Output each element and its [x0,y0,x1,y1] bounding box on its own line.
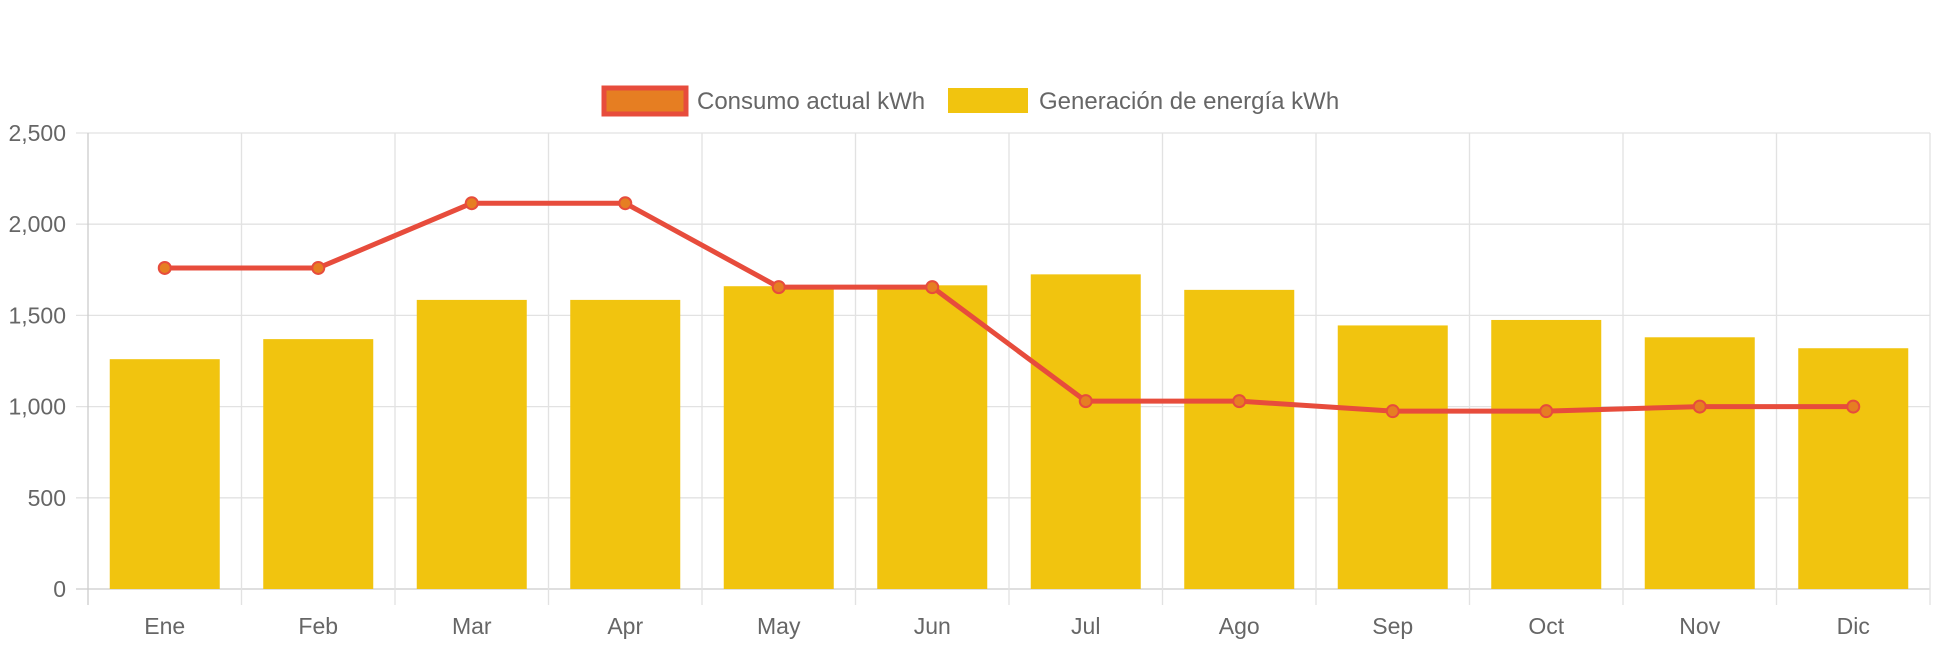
bar-generacion [263,339,374,589]
point-consumo [464,196,479,211]
bar-generacion [1644,337,1755,589]
bar-generacion [723,286,834,589]
x-tick-label: Mar [452,613,492,639]
x-tick-label: Jun [914,613,951,639]
point-consumo [618,196,633,211]
x-tick-label: Ago [1219,613,1260,639]
x-tick-label: Feb [298,613,338,639]
legend-item-generacion[interactable]: Generación de energía kWh [948,88,1339,115]
bar-generacion [570,299,681,589]
bar-generacion [109,359,220,589]
point-consumo [1692,399,1707,414]
legend: Consumo actual kWh Generación de energía… [601,85,1339,117]
point-consumo [1078,394,1093,409]
bar-series [109,274,1909,589]
x-tick-label: May [757,613,801,639]
point-consumo [1232,394,1247,409]
point-consumo [157,260,172,275]
x-tick-label: Apr [607,613,643,639]
bar-generacion [1798,348,1909,589]
y-tick-label: 2,000 [8,211,66,237]
x-tick-label: Dic [1837,613,1870,639]
y-tick-label: 2,500 [8,120,66,146]
point-consumo [771,280,786,295]
point-consumo [311,260,326,275]
y-tick-label: 1,000 [8,394,66,420]
bar-generacion [1030,274,1141,589]
y-tick-label: 500 [28,485,66,511]
y-tick-label: 0 [53,576,66,602]
bar-generacion [416,299,527,589]
bar-generacion [877,285,988,589]
bar-generacion [1337,325,1448,589]
legend-label-generacion: Generación de energía kWh [1039,88,1339,115]
x-tick-label: Nov [1679,613,1720,639]
legend-swatch-generacion [948,88,1028,113]
line-series [157,196,1861,419]
x-tick-label: Oct [1528,613,1564,639]
line-consumo [162,200,1856,414]
x-tick-label: Jul [1071,613,1100,639]
point-consumo [1385,404,1400,419]
grid-lines [76,132,1931,605]
point-consumo [1846,399,1861,414]
x-tick-label: Ene [144,613,185,639]
bar-generacion [1491,319,1602,589]
y-tick-label: 1,500 [8,302,66,328]
legend-swatch-consumo [601,85,689,117]
bar-generacion [1184,289,1295,589]
axes: 0 500 1,000 1,500 2,000 2,500 Ene Feb Mar Apr May J… [8,120,1869,639]
point-consumo [925,280,940,295]
x-tick-label: Sep [1372,613,1413,639]
legend-item-consumo[interactable]: Consumo actual kWh [601,85,925,117]
legend-label-consumo: Consumo actual kWh [697,88,925,115]
point-consumo [1539,404,1554,419]
